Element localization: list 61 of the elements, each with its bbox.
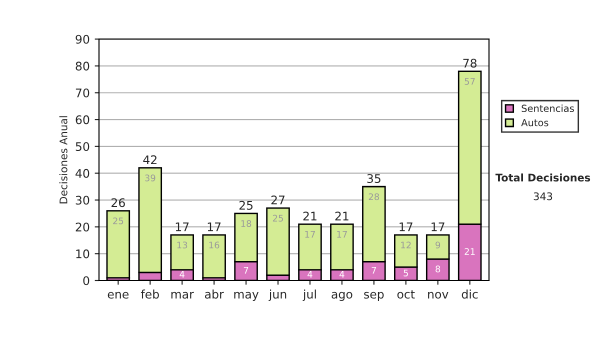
x-tick-label: oct [397, 290, 415, 299]
y-tick-label: 0 [83, 276, 90, 286]
bar [202, 234, 226, 279]
legend-label: Autos [521, 119, 548, 126]
total-label: 17 [432, 222, 444, 232]
data-label: 16 [209, 242, 220, 248]
data-label: 57 [464, 78, 475, 85]
data-label: 28 [368, 193, 380, 200]
y-tick-label: 60 [76, 115, 90, 124]
x-tick-label: ago [332, 292, 352, 301]
data-label: 39 [145, 174, 156, 182]
total-label: 35 [367, 174, 380, 183]
x-tick-label: mar [171, 292, 194, 299]
data-label: 12 [401, 242, 411, 248]
x-tick-label: may [234, 292, 259, 301]
y-tick-label: 40 [76, 168, 90, 178]
total-label: 27 [271, 196, 285, 204]
total-label: 21 [335, 212, 348, 220]
data-label: 13 [177, 242, 188, 248]
x-tick-label: sep [364, 292, 384, 301]
x-tick-label: nov [428, 292, 448, 299]
y-tick-label: 10 [76, 249, 90, 258]
data-label: 8 [436, 266, 440, 272]
y-tick-label: 90 [76, 34, 90, 44]
total-label: 25 [239, 200, 253, 210]
data-label: 5 [404, 270, 408, 276]
data-label: 17 [337, 230, 347, 238]
x-tick-label: jun [268, 290, 286, 301]
data-label: 4 [180, 271, 184, 278]
data-label: 17 [305, 230, 315, 238]
x-tick-label: jul [302, 290, 316, 301]
data-label: 25 [272, 214, 283, 222]
x-tick-label: dic [462, 290, 478, 299]
data-label: 18 [241, 220, 252, 227]
total-label: 17 [400, 222, 412, 232]
data-label: 7 [372, 267, 376, 274]
data-label: 9 [436, 242, 440, 248]
x-tick-label: abr [205, 290, 224, 299]
data-label: 25 [113, 217, 124, 224]
y-tick-label: 70 [76, 88, 90, 98]
text: 343 [534, 192, 552, 200]
y-tick-label: 50 [76, 142, 90, 152]
data-label: 7 [244, 267, 248, 274]
total-label: 21 [303, 212, 316, 220]
data-label: 4 [308, 271, 312, 278]
x-tick-label: ene [108, 292, 129, 299]
data-label: 21 [464, 248, 475, 255]
y-tick-label: 80 [76, 62, 90, 71]
legend-label: Sentencias [522, 104, 574, 112]
data-label: 4 [340, 271, 344, 278]
total-label: 26 [112, 198, 125, 208]
x-tick-label: feb [140, 290, 159, 299]
y-tick-label: 20 [76, 222, 90, 232]
total-label: 42 [143, 155, 156, 164]
total-label: 78 [463, 58, 477, 68]
total-label: 17 [176, 222, 189, 232]
y-axis-title: Decisiones Anual [59, 116, 68, 204]
bar [106, 210, 130, 279]
text: Total Decisiones [495, 173, 590, 182]
total-label: 17 [208, 222, 221, 232]
y-tick-label: 30 [76, 196, 90, 205]
